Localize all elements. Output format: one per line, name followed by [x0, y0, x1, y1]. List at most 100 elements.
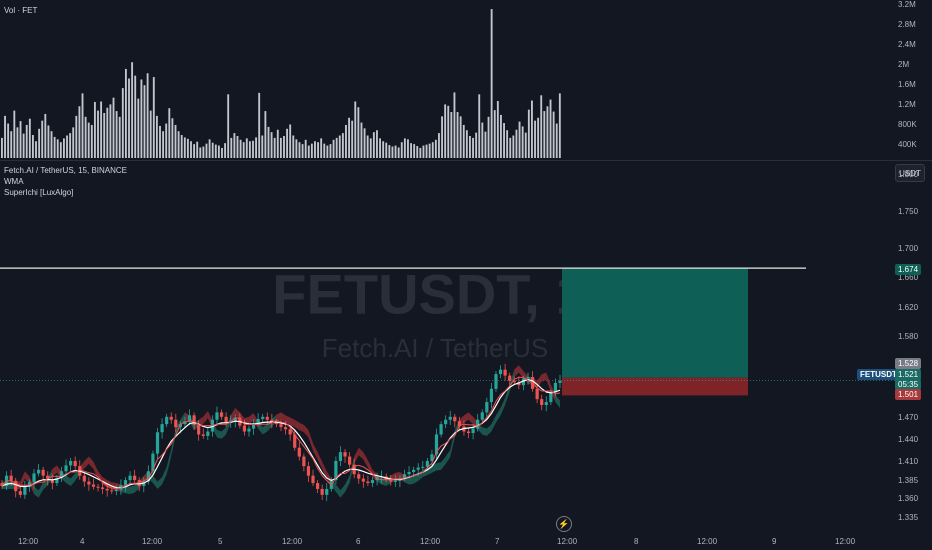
volume-bar [121, 88, 124, 158]
candle [279, 424, 283, 428]
volume-bar [137, 98, 140, 158]
candle [402, 474, 407, 478]
volume-bar [124, 68, 127, 158]
candle [87, 481, 91, 485]
volume-bar [295, 139, 298, 158]
candle [457, 421, 461, 427]
cloud-segment [248, 413, 254, 425]
volume-bar [233, 133, 236, 158]
volume-bar [81, 93, 84, 158]
volume-bar [208, 139, 211, 158]
candle [110, 490, 114, 492]
volume-bar [183, 137, 186, 158]
volume-bar [438, 133, 440, 158]
volume-bar [283, 135, 285, 158]
price-pane[interactable]: FETUSDT, 15 Fetch.AI / TetherUS [0, 161, 932, 550]
volume-axis-tick: 1.6M [898, 80, 916, 89]
volume-bar [434, 139, 437, 158]
tradingview-logo-icon[interactable]: ⚡ [556, 516, 572, 532]
candle [274, 421, 279, 425]
candle [343, 452, 347, 457]
cloud-segment [500, 397, 506, 416]
volume-bar [475, 132, 478, 158]
cloud-segment [409, 476, 414, 485]
volume-bar [31, 135, 34, 158]
wma-legend[interactable]: WMA [4, 177, 24, 186]
candle [82, 475, 86, 482]
volume-bar [382, 141, 385, 158]
candle [508, 375, 512, 381]
cloud-segment [52, 465, 57, 477]
volume-bar [186, 138, 189, 158]
volume-bar [512, 135, 515, 158]
volume-bar [332, 139, 335, 158]
volume-bar [174, 124, 177, 158]
candle [192, 415, 196, 425]
volume-bar [72, 127, 75, 158]
volume-bar [385, 142, 388, 158]
volume-bar [224, 143, 227, 158]
volume-bar [118, 116, 121, 158]
volume-axis-tick: 2.8M [898, 20, 916, 29]
volume-bar [279, 137, 282, 158]
volume-bar [552, 111, 555, 158]
price-axis-tick: 1.335 [898, 512, 919, 522]
time-axis-tick: 5 [218, 537, 223, 546]
candle [416, 467, 420, 470]
volume-bar [400, 142, 403, 158]
cloud-segment [413, 473, 419, 484]
candle [242, 425, 247, 432]
candle [160, 424, 164, 433]
volume-bar [304, 139, 307, 158]
candle [133, 475, 137, 481]
volume-bar [453, 92, 456, 158]
volume-bar [413, 144, 416, 158]
volume-bar [506, 130, 509, 158]
symbol-legend[interactable]: Fetch.AI / TetherUS, 15, BINANCE [4, 166, 128, 175]
volume-bar [255, 137, 258, 158]
currency-button[interactable]: USDT [895, 164, 925, 182]
conversion-line [1, 376, 561, 490]
volume-bar [214, 144, 217, 158]
cloud-segment [354, 447, 359, 464]
volume-pane[interactable] [0, 0, 932, 160]
volume-bar [152, 77, 155, 158]
volume-bar [162, 131, 165, 158]
candle [512, 380, 516, 383]
volume-bar [41, 120, 44, 158]
cloud-segment [541, 372, 547, 382]
candle [215, 412, 219, 420]
volume-bar [314, 141, 316, 158]
cloud-segment [34, 486, 39, 498]
cloud-segment [281, 412, 286, 423]
candle [69, 460, 73, 466]
volume-bar [199, 147, 202, 158]
candle [535, 388, 539, 400]
candle [297, 447, 301, 457]
candle [183, 421, 187, 425]
cloud-segment [445, 449, 451, 464]
price-axis-tick: 1.700 [898, 243, 919, 253]
cloud-segment [203, 410, 208, 425]
volume-bar [509, 137, 512, 158]
volume-bar [425, 144, 428, 158]
candle [128, 475, 132, 481]
pane-separator[interactable] [0, 160, 932, 161]
volume-bar [317, 142, 319, 158]
volume-bar [543, 111, 546, 158]
volume-bar [78, 106, 81, 158]
price-axis-tick: 1.385 [898, 475, 919, 485]
time-axis-tick: 12:00 [557, 537, 578, 546]
volume-bar [444, 104, 447, 158]
volume-axis-tick: 2M [898, 60, 910, 69]
volume-bar [62, 138, 65, 158]
volume-bar [338, 135, 341, 158]
superichi-legend[interactable]: SuperIchi [LuxAlgo] [4, 188, 74, 197]
volume-bar [348, 117, 350, 158]
candle [357, 474, 361, 479]
volume-bar [403, 138, 406, 158]
volume-bar [450, 112, 453, 158]
candle [197, 424, 201, 435]
volume-bar [469, 135, 471, 158]
